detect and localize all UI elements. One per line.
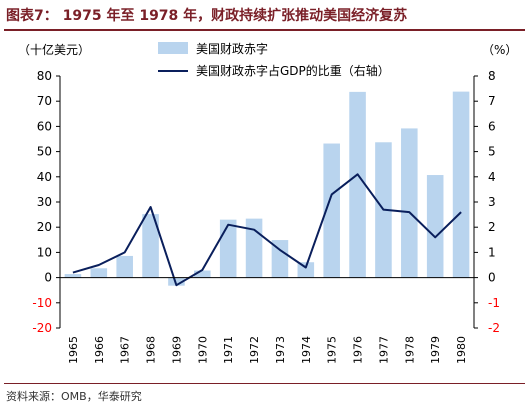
left-tick-label: 80 xyxy=(37,69,52,83)
source-divider xyxy=(4,383,525,384)
left-axis-unit: （十亿美元） xyxy=(18,42,90,57)
right-tick-label: 0 xyxy=(488,271,496,285)
x-tick-label: 1975 xyxy=(326,336,339,364)
x-tick-label: 1971 xyxy=(222,336,235,364)
bar-1969 xyxy=(168,277,185,286)
legend-bar-label: 美国财政赤字 xyxy=(196,41,268,56)
right-tick-label: 2 xyxy=(488,220,496,234)
bar-1966 xyxy=(90,268,108,278)
title-bar: 图表7： 1975 年至 1978 年，财政持续扩张推动美国经济复苏 xyxy=(0,0,529,31)
figure-title: 图表7： 1975 年至 1978 年，财政持续扩张推动美国经济复苏 xyxy=(6,8,408,24)
left-tick-label: 20 xyxy=(37,220,52,234)
bar-1968 xyxy=(142,214,159,278)
x-tick-label: 1966 xyxy=(93,336,106,364)
bar-1979 xyxy=(426,175,444,278)
bar-1974 xyxy=(297,262,315,278)
x-tick-label: 1978 xyxy=(403,336,416,364)
bar-1965 xyxy=(64,274,82,278)
right-tick-label: 1 xyxy=(488,245,496,259)
left-tick-label: 60 xyxy=(37,119,52,133)
x-tick-label: 1969 xyxy=(170,336,183,364)
x-tick-label: 1970 xyxy=(196,336,209,364)
x-tick-label: 1967 xyxy=(119,336,132,364)
x-tick-label: 1973 xyxy=(274,336,287,364)
x-tick-label: 1976 xyxy=(352,336,365,364)
title-divider xyxy=(4,29,525,31)
bar-1980 xyxy=(452,91,470,278)
bar-1973 xyxy=(271,240,289,278)
bar-1975 xyxy=(323,143,340,278)
left-tick-label: 10 xyxy=(37,245,52,259)
source-note: 资料来源：OMB，华泰研究 xyxy=(6,390,142,403)
right-axis-unit: （%） xyxy=(482,43,517,57)
legend-line-label: 美国财政赤字占GDP的比重（右轴） xyxy=(196,63,390,78)
bar-1972 xyxy=(245,218,263,278)
bar-1971 xyxy=(219,219,237,278)
left-tick-label: 0 xyxy=(44,271,52,285)
bar-1978 xyxy=(401,128,418,278)
left-tick-label: 70 xyxy=(37,94,52,108)
x-tick-label: 1979 xyxy=(429,336,442,364)
left-tick-label: -10 xyxy=(32,296,52,310)
bar-1976 xyxy=(349,91,366,278)
x-tick-label: 1965 xyxy=(67,336,80,364)
x-tick-label: 1980 xyxy=(455,336,468,364)
right-tick-label: 6 xyxy=(488,119,496,133)
right-tick-label: 3 xyxy=(488,195,496,209)
legend-bar-swatch xyxy=(158,42,188,54)
left-tick-label: -20 xyxy=(32,321,52,335)
right-tick-label: 4 xyxy=(488,170,496,184)
right-tick-label: -2 xyxy=(488,321,500,335)
line-deficit-gdp-ratio xyxy=(72,173,462,287)
x-tick-label: 1972 xyxy=(248,336,261,364)
left-tick-label: 50 xyxy=(37,145,52,159)
x-tick-label: 1977 xyxy=(377,336,390,364)
right-tick-label: 8 xyxy=(488,69,496,83)
bar-1970 xyxy=(194,270,211,278)
right-tick-label: 7 xyxy=(488,94,496,108)
x-tick-label: 1968 xyxy=(145,336,158,364)
x-tick-label: 1974 xyxy=(300,336,313,364)
bar-1967 xyxy=(116,255,133,278)
left-tick-label: 30 xyxy=(37,195,52,209)
chart: -20-1001020304050607080-2-10123456781965… xyxy=(18,41,517,364)
right-tick-label: -1 xyxy=(488,296,500,310)
right-tick-label: 5 xyxy=(488,145,496,159)
left-tick-label: 40 xyxy=(37,170,52,184)
